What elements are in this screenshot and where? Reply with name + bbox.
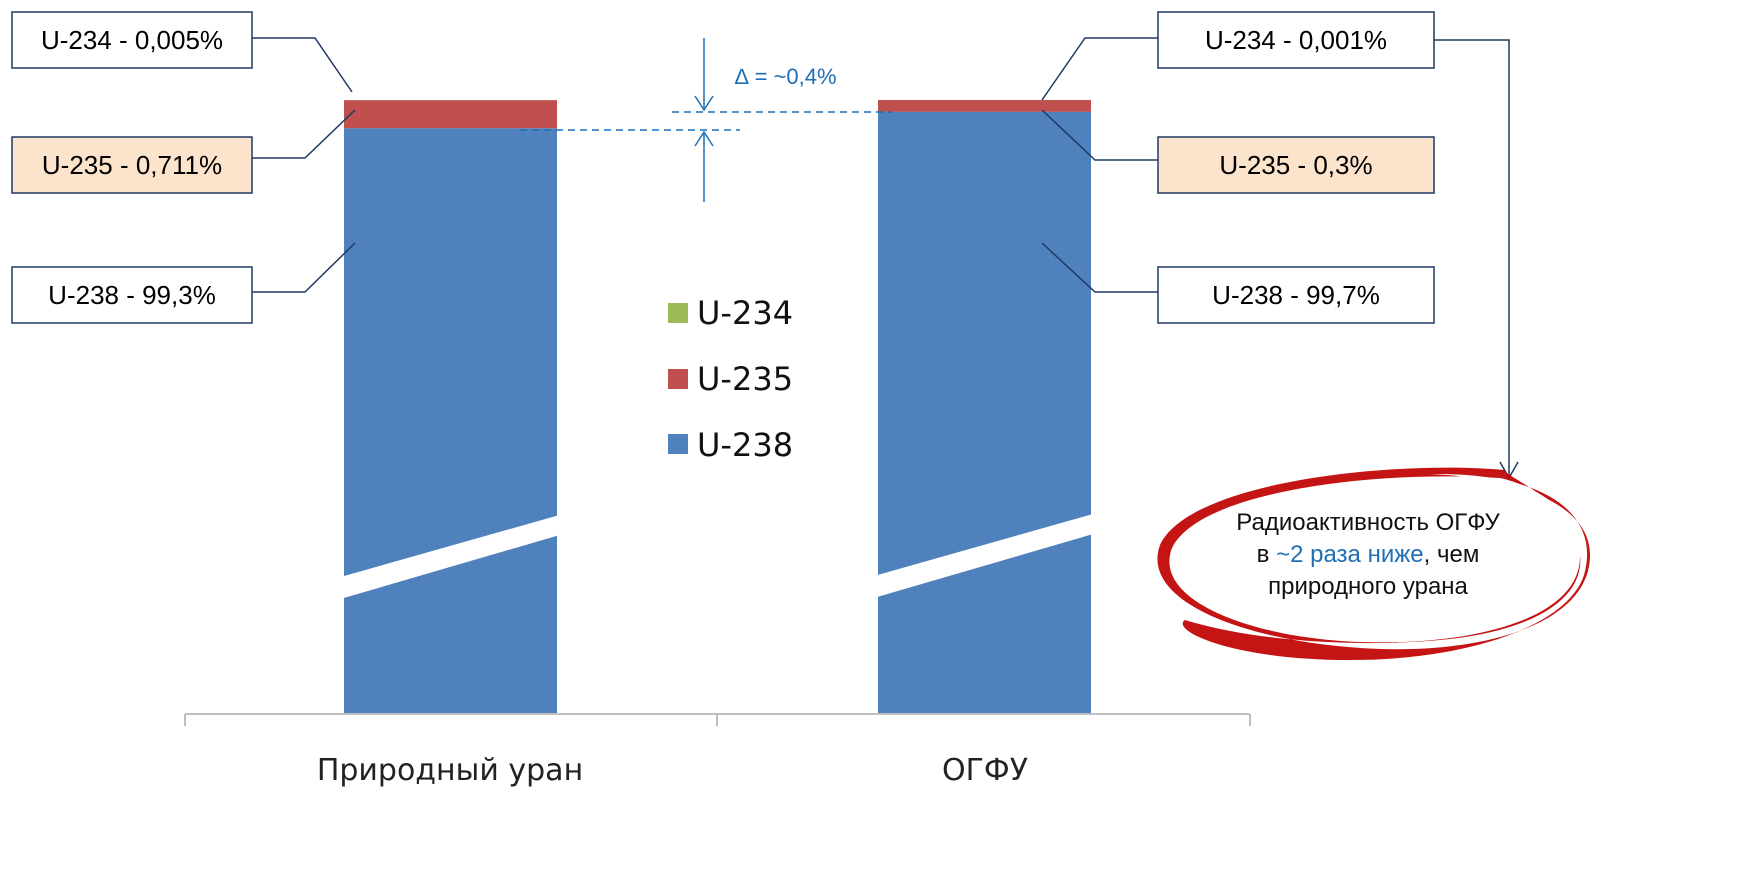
svg-text:U-234 - 0,005%: U-234 - 0,005% <box>41 25 223 55</box>
bars-group <box>344 100 1091 715</box>
svg-text:U-238 - 99,7%: U-238 - 99,7% <box>1212 280 1380 310</box>
bar-ogfu-u235 <box>878 100 1091 112</box>
note-line-2-suffix: , чем <box>1424 541 1480 568</box>
svg-text:U-235 - 0,3%: U-235 - 0,3% <box>1219 150 1372 180</box>
legend-label-u238: U-238 <box>697 426 793 464</box>
legend-swatch-u234 <box>668 303 688 323</box>
tick-label-natural-uranium: Природный уран <box>317 753 583 788</box>
legend: U-234 U-235 U-238 <box>668 294 793 464</box>
callout-left-u238: U-238 - 99,3% <box>11 266 253 324</box>
delta-label: ∆ = ~0,4% <box>735 64 837 89</box>
bar-ogfu-u238 <box>878 111 1091 714</box>
bar-natural-uranium-u235 <box>344 100 557 129</box>
callout-right-u235: U-235 - 0,3% <box>1157 136 1435 194</box>
bar-natural-uranium-u238 <box>344 128 557 715</box>
note-line-2-prefix: в <box>1257 541 1276 568</box>
legend-swatch-u235 <box>668 369 688 389</box>
callout-right-u234: U-234 - 0,001% <box>1157 11 1435 69</box>
axis-break-left <box>330 512 570 602</box>
note-line-3: природного урана <box>1268 573 1468 600</box>
legend-label-u234: U-234 <box>697 294 793 332</box>
tick-label-ogfu: ОГФУ <box>942 753 1028 788</box>
callout-right-u238: U-238 - 99,7% <box>1157 266 1435 324</box>
delta-annotation <box>520 38 892 202</box>
note-arrow <box>1434 39 1519 480</box>
note-line-1: Радиоактивность ОГФУ <box>1236 509 1500 536</box>
svg-text:U-234 - 0,001%: U-234 - 0,001% <box>1205 25 1387 55</box>
callout-left-u234: U-234 - 0,005% <box>11 11 253 69</box>
legend-label-u235: U-235 <box>697 360 793 398</box>
leader-lines <box>252 37 1158 293</box>
note-line-2-highlight: ~2 раза ниже <box>1276 541 1424 568</box>
callout-left-u235: U-235 - 0,711% <box>11 136 253 194</box>
svg-text:U-235 - 0,711%: U-235 - 0,711% <box>42 150 222 180</box>
legend-swatch-u238 <box>668 434 688 454</box>
axis-break-right <box>860 512 1100 602</box>
note-ellipse <box>1157 467 1590 660</box>
x-axis <box>184 713 1251 726</box>
note-line-2: в ~2 раза ниже, чем <box>1257 541 1480 568</box>
svg-text:U-238 - 99,3%: U-238 - 99,3% <box>48 280 216 310</box>
